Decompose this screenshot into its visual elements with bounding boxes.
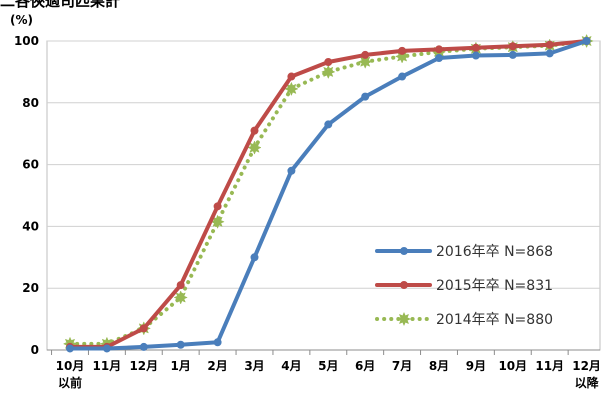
data-point	[324, 58, 333, 67]
legend-swatch-marker	[396, 311, 412, 327]
data-point	[361, 50, 370, 59]
legend-label: 2015年卒 N=831	[436, 278, 553, 294]
data-point	[287, 166, 296, 175]
y-tick-label: 80	[22, 96, 39, 110]
x-tick-label: 2月	[207, 359, 227, 373]
x-tick-label: 7月	[392, 359, 412, 373]
top-cropped-title: 二各俠適司匹果計	[0, 0, 120, 10]
y-tick-label: 20	[22, 281, 39, 295]
legend-item: 2016年卒 N=868	[375, 244, 553, 260]
y-unit-label: (%)	[10, 13, 33, 27]
x-tick-label: 10月	[56, 359, 85, 373]
data-point	[545, 40, 554, 49]
data-point	[176, 340, 185, 349]
y-tick-label: 40	[22, 219, 39, 233]
data-point	[435, 53, 443, 62]
legend-item: 2015年卒 N=831	[375, 278, 553, 294]
y-tick-label: 100	[14, 34, 39, 48]
y-tick-label: 60	[22, 158, 39, 172]
x-tick-label: 6月	[355, 359, 375, 373]
series-1	[66, 37, 591, 353]
x-tick-label: 3月	[244, 359, 264, 373]
data-point	[321, 64, 336, 80]
legend-item: 2014年卒 N=880	[375, 311, 553, 328]
data-point	[176, 281, 185, 290]
data-point	[139, 342, 148, 351]
legend-swatch-marker	[400, 247, 408, 255]
data-point	[250, 126, 259, 135]
series-2	[66, 37, 591, 351]
x-tick-label: 11月	[93, 359, 122, 373]
x-tick-label: 以前	[58, 375, 82, 390]
data-point	[66, 344, 74, 353]
x-tick-label: 9月	[466, 359, 486, 373]
data-point	[508, 50, 517, 59]
x-tick-label: 8月	[429, 359, 449, 373]
data-point	[102, 344, 111, 353]
data-point	[545, 49, 554, 58]
data-point	[398, 72, 407, 81]
data-point	[361, 92, 370, 101]
data-point	[139, 324, 148, 333]
data-point	[435, 45, 443, 54]
data-point	[471, 51, 480, 60]
x-tick-label: 1月	[171, 359, 191, 373]
x-tick-label: 4月	[281, 359, 301, 373]
data-point	[508, 42, 517, 51]
legend-label: 2016年卒 N=868	[436, 244, 553, 260]
legend-label: 2014年卒 N=880	[436, 312, 553, 328]
data-point	[582, 37, 591, 45]
data-point	[398, 46, 407, 55]
x-tick-label: 11月	[535, 359, 564, 373]
y-tick-label: 0	[31, 343, 39, 357]
x-tick-label: 以降	[575, 375, 600, 390]
data-point	[324, 120, 333, 129]
x-tick-label: 5月	[318, 359, 338, 373]
data-point	[173, 290, 188, 305]
data-point	[471, 43, 480, 52]
data-point	[287, 72, 296, 81]
x-tick-label: 12月	[129, 359, 158, 373]
x-tick-label: 10月	[498, 359, 527, 373]
legend-swatch-marker	[400, 281, 408, 289]
data-point	[250, 253, 259, 262]
data-point	[213, 338, 222, 347]
x-tick-label: 12月	[572, 359, 601, 373]
data-point	[213, 202, 222, 211]
